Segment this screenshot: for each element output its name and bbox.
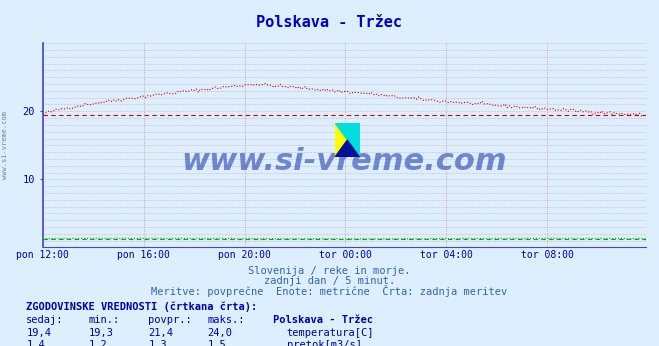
Text: 19,4: 19,4 — [26, 328, 51, 337]
Text: povpr.:: povpr.: — [148, 316, 192, 325]
Text: 21,4: 21,4 — [148, 328, 173, 337]
Text: 1,5: 1,5 — [208, 340, 226, 346]
Text: ZGODOVINSKE VREDNOSTI (črtkana črta):: ZGODOVINSKE VREDNOSTI (črtkana črta): — [26, 302, 258, 312]
Text: zadnji dan / 5 minut.: zadnji dan / 5 minut. — [264, 276, 395, 286]
Text: Slovenija / reke in morje.: Slovenija / reke in morje. — [248, 266, 411, 275]
Text: maks.:: maks.: — [208, 316, 245, 325]
Text: 1,4: 1,4 — [26, 340, 45, 346]
Polygon shape — [335, 123, 360, 157]
Text: pretok[m3/s]: pretok[m3/s] — [287, 340, 362, 346]
Text: 1,3: 1,3 — [148, 340, 167, 346]
Text: www.si-vreme.com: www.si-vreme.com — [181, 147, 507, 176]
Text: 24,0: 24,0 — [208, 328, 233, 337]
Text: 19,3: 19,3 — [89, 328, 114, 337]
Text: temperatura[C]: temperatura[C] — [287, 328, 374, 337]
Text: www.si-vreme.com: www.si-vreme.com — [2, 111, 9, 179]
Text: Polskava - Tržec: Polskava - Tržec — [256, 15, 403, 30]
Text: sedaj:: sedaj: — [26, 316, 64, 325]
Text: min.:: min.: — [89, 316, 120, 325]
Text: Meritve: povprečne  Enote: metrične  Črta: zadnja meritev: Meritve: povprečne Enote: metrične Črta:… — [152, 285, 507, 297]
Text: 1,2: 1,2 — [89, 340, 107, 346]
Polygon shape — [335, 140, 360, 157]
Text: Polskava - Tržec: Polskava - Tržec — [273, 316, 374, 325]
